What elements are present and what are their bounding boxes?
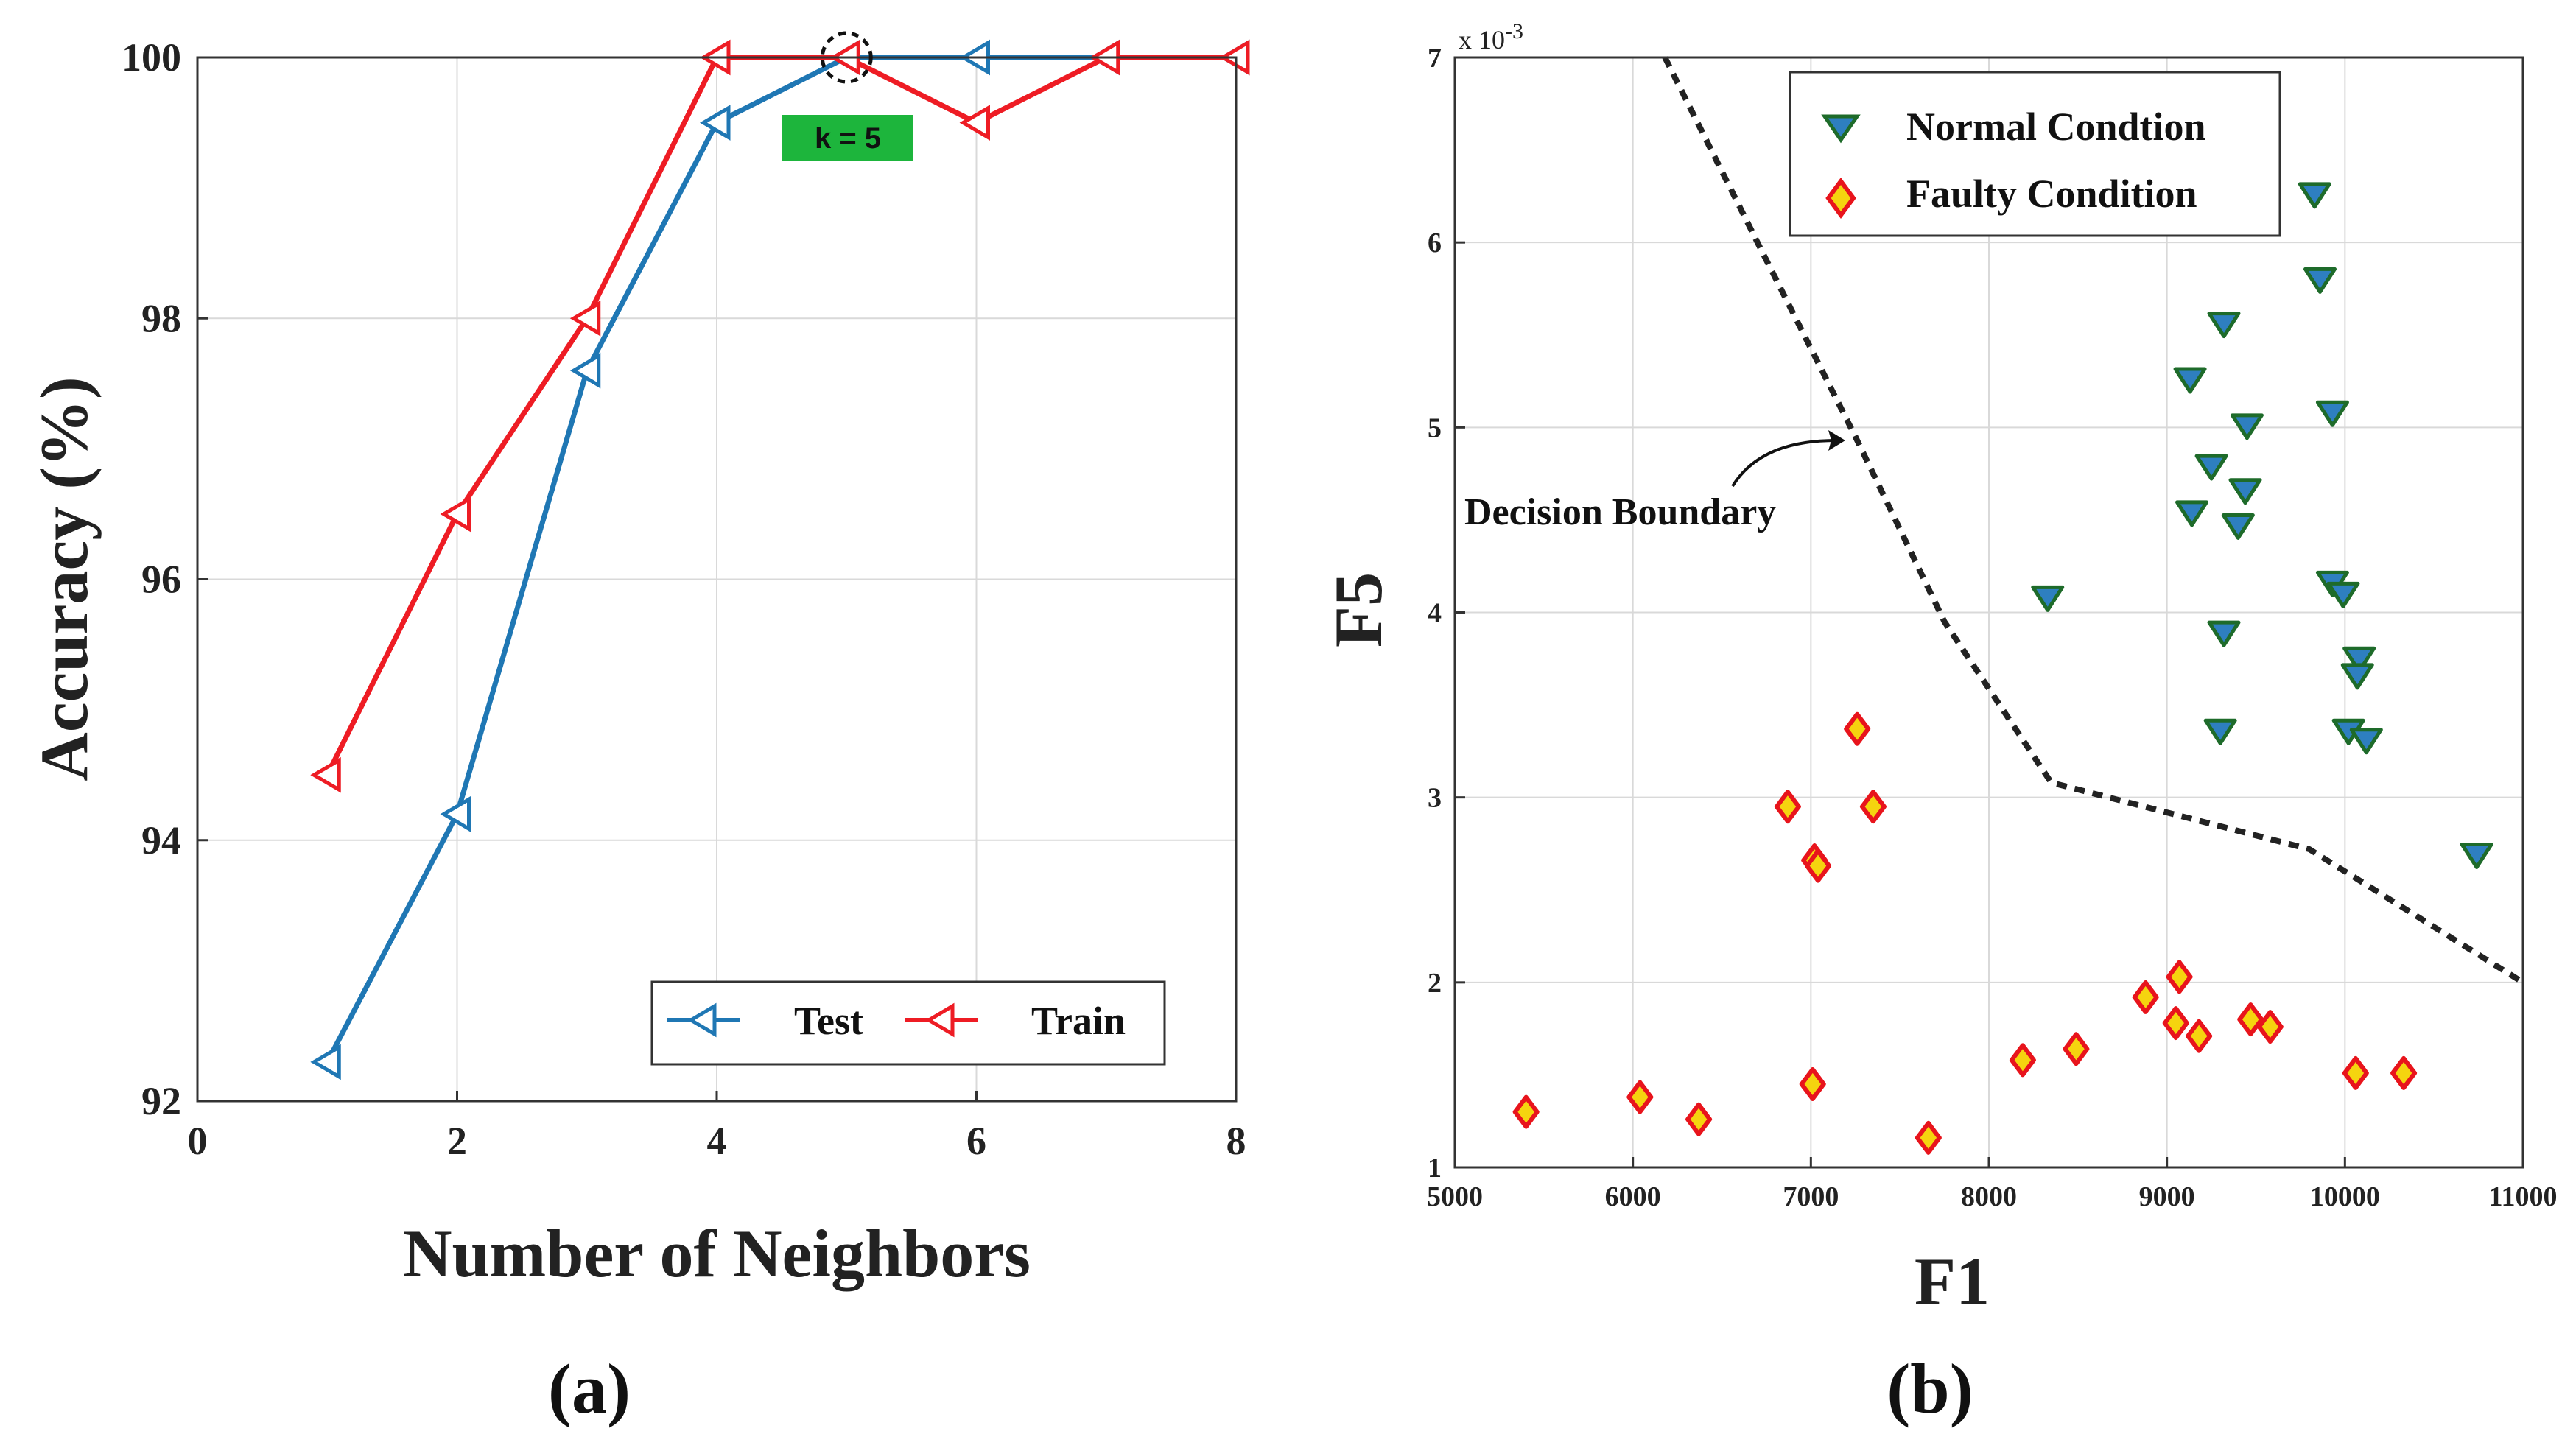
data-point-test [440, 795, 471, 832]
faulty-point [2390, 1055, 2418, 1090]
faulty-point [2342, 1055, 2369, 1090]
panel-b-legend-box [1789, 71, 2281, 237]
faulty-point [2009, 1043, 2036, 1078]
decision-boundary-line [1662, 56, 2525, 985]
normal-point [2194, 454, 2228, 481]
panel-b-legend: Normal Condtion Faulty Condition [1789, 71, 2281, 237]
faulty-point [1805, 848, 1831, 883]
normal-point [2340, 663, 2374, 690]
panel-a-ytick-label: 98 [141, 296, 181, 340]
legend-faulty-marker [1825, 177, 1856, 219]
normal-point [2207, 620, 2241, 647]
decision-boundary-arrow [1731, 439, 1837, 488]
panel-a-xtick-label: 6 [966, 1119, 986, 1163]
legend-test-marker [687, 1002, 717, 1038]
legend-normal-marker [1821, 114, 1861, 144]
faulty-point [1626, 1080, 1654, 1114]
normal-point [2342, 646, 2376, 673]
panel-a-xtick-label: 4 [707, 1119, 727, 1163]
faulty-point [1915, 1120, 1942, 1155]
panel-b-ylabel: F5 [1321, 572, 1396, 647]
faulty-point [2256, 1010, 2284, 1044]
faulty-point [2132, 980, 2159, 1014]
faulty-point [2063, 1032, 2090, 1066]
panel-b-xtick-label: 6000 [1605, 1181, 1661, 1212]
panel-b-ytick-label: 1 [1428, 1153, 1442, 1184]
faulty-point [1844, 711, 1871, 746]
decision-boundary-arrowhead [1828, 430, 1845, 451]
panel-b-chart: 5000 6000 7000 8000 9000 10000 11000 1 2 3 4 5 6 7 x … [1321, 19, 2557, 1428]
panel-b-xtick-label: 5000 [1427, 1181, 1483, 1212]
k-badge [782, 115, 913, 161]
panel-a-ytick-label: 92 [141, 1079, 181, 1123]
k-badge-label: k = 5 [815, 122, 881, 155]
panel-b-ytick-label: 3 [1428, 783, 1442, 814]
panel-b-ytick-label: 7 [1428, 43, 1442, 74]
panel-a-xtick-label: 0 [188, 1119, 208, 1163]
normal-point [2228, 478, 2262, 505]
panel-b-label: (b) [1887, 1349, 1973, 1428]
normal-point [2173, 367, 2207, 394]
faulty-point [2166, 960, 2193, 994]
legend-train-marker [925, 1002, 955, 1038]
panel-a-legend-box [650, 980, 1166, 1066]
legend-test-label: Test [794, 999, 863, 1043]
faulty-point [1859, 790, 1887, 824]
panel-b-xtick-label: 10000 [2310, 1181, 2380, 1212]
panel-a-xlabel: Number of Neighbors [403, 1216, 1031, 1291]
data-point-train [959, 105, 990, 141]
panel-a-ytick-label: 94 [141, 818, 181, 862]
faulty-point [2186, 1019, 2213, 1053]
panel-b-ytick-label: 6 [1428, 228, 1442, 259]
panel-b-xtick-label: 8000 [1961, 1181, 2017, 1212]
legend-train-label: Train [1031, 999, 1126, 1043]
normal-point [2315, 400, 2349, 427]
panel-a-label: (a) [548, 1349, 631, 1428]
k-highlight-circle [820, 31, 873, 84]
faulty-point [1685, 1102, 1713, 1136]
normal-point [2298, 182, 2331, 209]
faulty-point [2237, 1002, 2264, 1037]
normal-point [2349, 728, 2383, 755]
normal-point [2031, 585, 2065, 612]
normal-point [2303, 267, 2337, 294]
panel-b-xtick-label: 7000 [1783, 1181, 1839, 1212]
panel-a-ylabel: Accuracy (%) [27, 376, 102, 781]
normal-point [2326, 581, 2360, 608]
faulty-point [1799, 1066, 1826, 1101]
decision-boundary-label: Decision Boundary [1464, 491, 1776, 533]
data-point-test [700, 105, 731, 141]
panel-b-ytick-label: 2 [1428, 968, 1442, 999]
panel-a-legend: Test Train [650, 980, 1166, 1066]
data-point-test [310, 1044, 341, 1080]
normal-point [2207, 312, 2241, 339]
panel-a-chart: 0 2 4 6 8 92 94 96 98 100 k = 5 Test Train Number… [27, 31, 1250, 1428]
faulty-point [2162, 1006, 2189, 1041]
normal-point [2203, 718, 2237, 745]
faulty-point [1774, 790, 1801, 824]
panel-b-ytick-label: 4 [1428, 598, 1442, 629]
y-exponent-label: x 10-3 [1459, 19, 1523, 55]
data-point-test [569, 352, 601, 389]
panel-b-xtick-label: 9000 [2139, 1181, 2195, 1212]
data-point-train [440, 496, 471, 533]
normal-point [2221, 513, 2255, 540]
panel-b-xlabel: F1 [1915, 1244, 1990, 1319]
normal-point [2230, 413, 2264, 440]
data-point-train [310, 756, 341, 793]
panel-a-ytick-label: 96 [141, 558, 181, 602]
panel-a-xtick-label: 8 [1226, 1119, 1246, 1163]
legend-faulty-label: Faulty Condition [1906, 172, 2197, 216]
panel-a-ytick-label: 100 [122, 35, 181, 80]
panel-b-ytick-label: 5 [1428, 412, 1442, 443]
normal-point [2460, 843, 2493, 870]
normal-point [2175, 500, 2208, 527]
faulty-point [1512, 1094, 1540, 1129]
panel-a-xtick-label: 2 [447, 1119, 467, 1163]
panel-b-xtick-label: 11000 [2489, 1181, 2558, 1212]
legend-normal-label: Normal Condtion [1906, 105, 2206, 149]
data-point-train [569, 300, 601, 337]
